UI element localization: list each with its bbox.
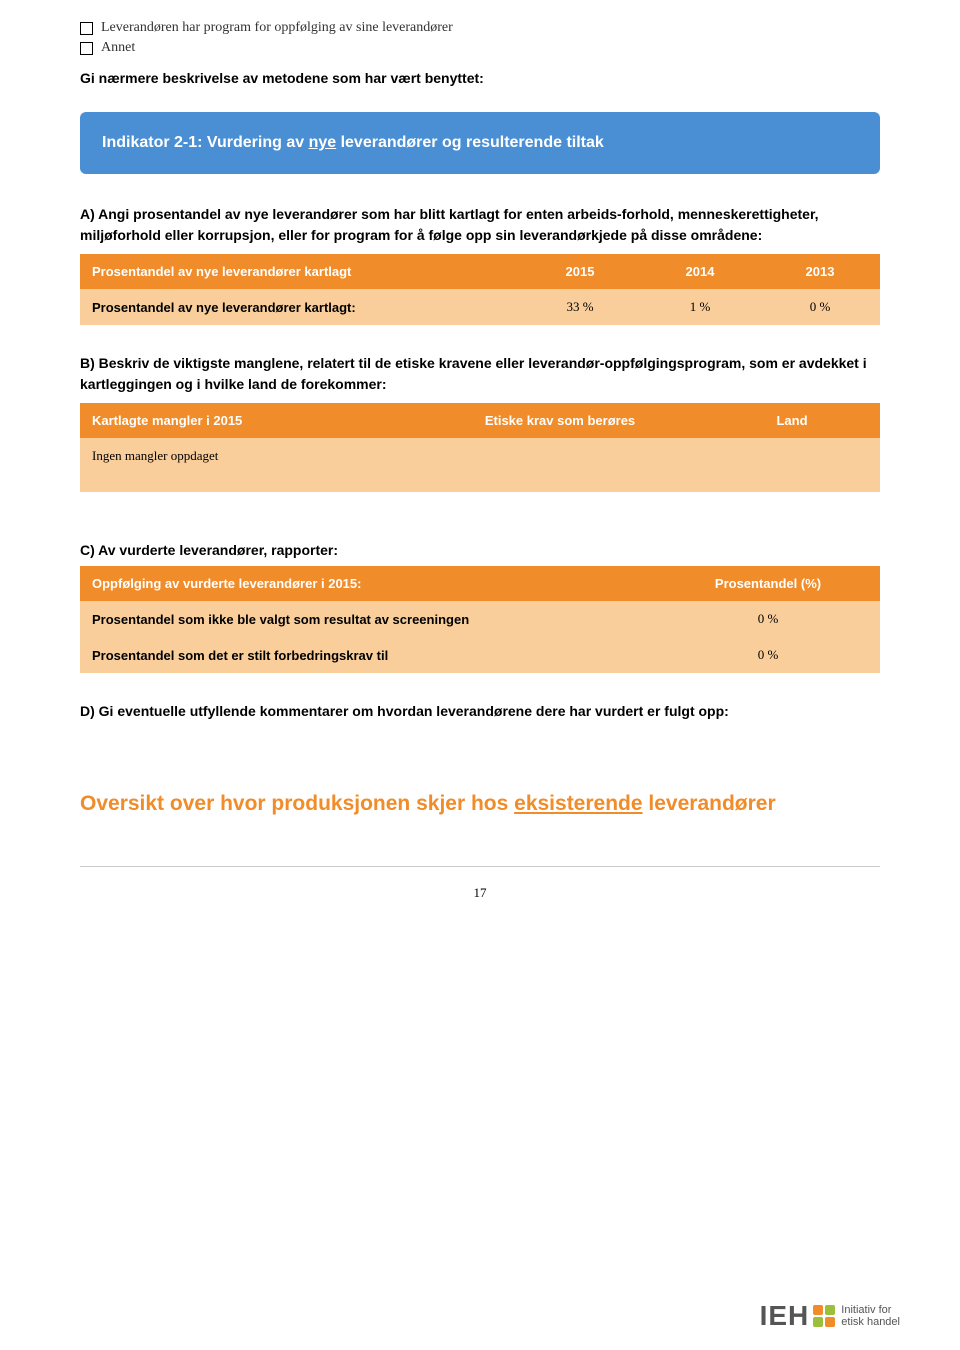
overview-heading: Oversikt over hvor produksjonen skjer ho…	[80, 792, 880, 816]
table-b-col1: Kartlagte mangler i 2015	[80, 403, 416, 438]
section-d-heading: D) Gi eventuelle utfyllende kommentarer …	[80, 701, 880, 722]
section-a-table: Prosentandel av nye leverandører kartlag…	[80, 254, 880, 325]
table-a-header-label: Prosentandel av nye leverandører kartlag…	[80, 254, 520, 289]
table-c-col2: Prosentandel (%)	[656, 566, 880, 601]
table-a-value: 33 %	[520, 289, 640, 325]
divider	[80, 866, 880, 867]
checkbox-option-2: Annet	[80, 40, 880, 56]
indicator-banner: Indikator 2-1: Vurdering av nye leverand…	[80, 112, 880, 174]
logo-text: IEH	[760, 1300, 810, 1332]
table-c-row-label: Prosentandel som det er stilt forbedring…	[80, 637, 656, 673]
logo-sub-line2: etisk handel	[841, 1316, 900, 1328]
table-a-year: 2014	[640, 254, 760, 289]
indicator-prefix: Indikator 2-1: Vurdering av	[102, 134, 309, 151]
table-a-year: 2013	[760, 254, 880, 289]
logo-dots-icon	[813, 1305, 835, 1327]
table-row: Ingen mangler oppdaget	[80, 438, 880, 492]
section-b-heading: B) Beskriv de viktigste manglene, relate…	[80, 353, 880, 395]
section-c-heading: C) Av vurderte leverandører, rapporter:	[80, 542, 880, 558]
table-a-value: 1 %	[640, 289, 760, 325]
table-row: Prosentandel av nye leverandører kartlag…	[80, 289, 880, 325]
logo-subtitle: Initiativ for etisk handel	[841, 1304, 900, 1328]
checkbox-label: Annet	[101, 40, 135, 56]
table-b-col2: Etiske krav som berøres	[416, 403, 704, 438]
table-b-empty	[416, 438, 704, 492]
section-b-table: Kartlagte mangler i 2015 Etiske krav som…	[80, 403, 880, 492]
table-c-row-value: 0 %	[656, 601, 880, 637]
logo-sub-line1: Initiativ for	[841, 1304, 891, 1316]
table-c-col1: Oppfølging av vurderte leverandører i 20…	[80, 566, 656, 601]
table-b-col3: Land	[704, 403, 880, 438]
checkbox-icon	[80, 42, 93, 55]
table-a-value: 0 %	[760, 289, 880, 325]
checkbox-option-1: Leverandøren har program for oppfølging …	[80, 20, 880, 36]
table-row: Prosentandel som det er stilt forbedring…	[80, 637, 880, 673]
section-c-table: Oppfølging av vurderte leverandører i 20…	[80, 566, 880, 673]
checkbox-icon	[80, 22, 93, 35]
table-row: Prosentandel som ikke ble valgt som resu…	[80, 601, 880, 637]
table-c-row-label: Prosentandel som ikke ble valgt som resu…	[80, 601, 656, 637]
footer-logo: IEH Initiativ for etisk handel	[760, 1300, 900, 1332]
table-a-row-label: Prosentandel av nye leverandører kartlag…	[80, 289, 520, 325]
indicator-suffix: leverandører og resulterende tiltak	[336, 134, 604, 151]
checkbox-label: Leverandøren har program for oppfølging …	[101, 20, 453, 36]
section-a-heading: A) Angi prosentandel av nye leverandører…	[80, 204, 880, 246]
overview-suffix: leverandører	[643, 792, 776, 815]
methods-description-prompt: Gi nærmere beskrivelse av metodene som h…	[80, 70, 880, 86]
overview-prefix: Oversikt over hvor produksjonen skjer ho…	[80, 792, 514, 815]
page-number: 17	[0, 885, 960, 901]
table-c-row-value: 0 %	[656, 637, 880, 673]
table-b-row1: Ingen mangler oppdaget	[80, 438, 416, 492]
overview-underlined: eksisterende	[514, 792, 642, 815]
indicator-underlined: nye	[309, 134, 337, 151]
table-b-empty	[704, 438, 880, 492]
table-a-year: 2015	[520, 254, 640, 289]
